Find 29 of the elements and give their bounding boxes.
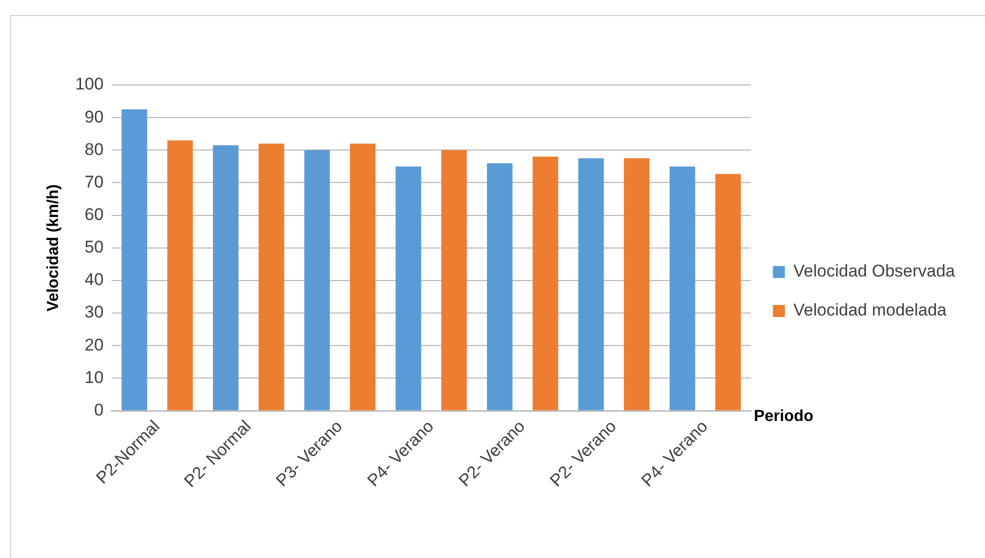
bar [258,144,284,410]
y-tick-label: 30 [84,302,104,322]
y-tick-label: 80 [84,140,104,159]
y-tick-label: 10 [84,368,104,387]
y-tick-label: 50 [84,238,104,257]
y-tick-label: 90 [84,107,104,126]
bar [441,150,467,410]
y-tick-label: 60 [84,205,104,224]
y-tick-label: 0 [94,400,104,420]
bar [624,158,650,410]
y-tick-label: 20 [84,335,104,354]
y-tick-label: 40 [84,270,104,290]
bar [670,166,696,410]
y-tick-label: 100 [75,74,104,94]
y-tick-label: 70 [84,172,104,192]
bar [212,145,239,410]
bar [396,166,422,410]
bar [578,158,604,410]
bar [304,150,330,410]
y-axis-title: Velocidad (km/h) [45,184,62,312]
legend-label: Velocidad Observada [793,262,956,281]
bar [122,109,148,410]
legend-label: Velocidad modelada [793,300,948,320]
bar [167,140,193,410]
x-axis-title: Periodo [754,408,814,426]
bar [350,144,376,410]
bar [532,156,558,410]
bar [715,174,741,410]
bar [486,163,513,410]
